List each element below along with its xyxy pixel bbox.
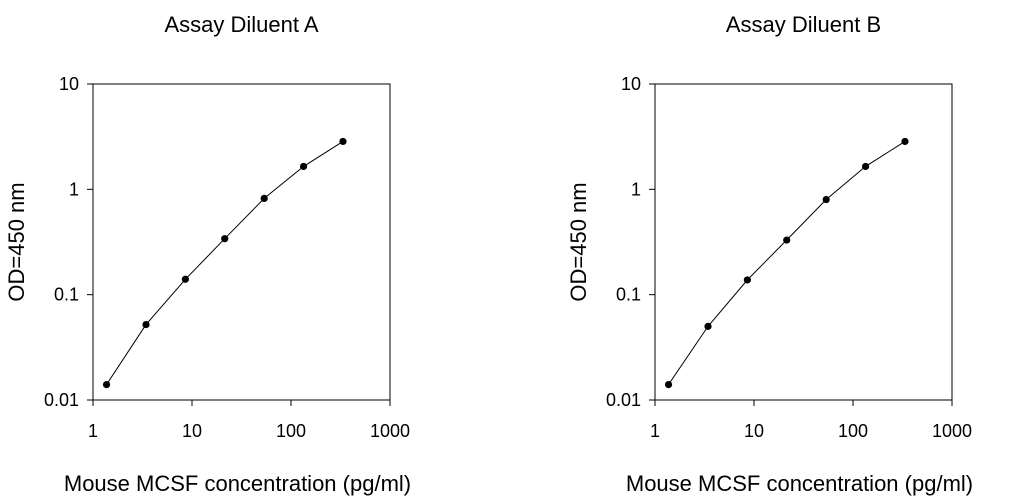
data-point	[102, 381, 111, 389]
y-tick-label: 0.1	[616, 285, 641, 305]
data-point	[339, 137, 347, 146]
data-point	[664, 381, 673, 389]
series-line	[106, 140, 344, 385]
series-line	[668, 140, 906, 385]
x-tick-label: 1000	[370, 421, 410, 441]
data-point	[743, 276, 751, 284]
y-tick-label: 0.01	[606, 390, 641, 410]
data-point	[901, 137, 909, 146]
x-tick-label: 100	[838, 421, 868, 441]
y-tick-label: 10	[621, 74, 641, 94]
y-tick-label: 1	[631, 179, 641, 199]
x-tick-label: 1	[650, 421, 660, 441]
x-tick-label: 10	[182, 421, 202, 441]
x-tick-label: 1000	[932, 421, 972, 441]
x-tick-label: 10	[744, 421, 764, 441]
data-point	[299, 162, 308, 171]
data-point	[221, 235, 229, 243]
data-point	[822, 195, 830, 204]
y-tick-label: 1	[69, 179, 79, 199]
y-axis-label: OD=450 nm	[566, 182, 591, 301]
data-point	[783, 236, 791, 244]
data-point	[142, 320, 150, 329]
x-axis-label: Mouse MCSF concentration (pg/ml)	[626, 471, 973, 496]
x-axis-label: Mouse MCSF concentration (pg/ml)	[64, 471, 411, 496]
y-tick-label: 10	[59, 74, 79, 94]
data-point	[181, 275, 189, 283]
x-tick-label: 100	[276, 421, 306, 441]
chart-panel-2: Assay Diluent B 1 10 100 1000 0.01 0.1 1 10 Mouse…	[566, 12, 973, 496]
chart-panel-1: Assay Diluent A 1 10 100 1000 0.01 0.1 1 10 Mouse…	[4, 12, 411, 496]
chart-title: Assay Diluent A	[164, 12, 318, 37]
data-point	[704, 322, 712, 330]
y-axis-label: OD=450 nm	[4, 182, 29, 301]
chart-title: Assay Diluent B	[726, 12, 881, 37]
plot-area	[92, 83, 391, 401]
data-point	[260, 194, 268, 203]
y-tick-label: 0.1	[54, 285, 79, 305]
data-point	[861, 162, 870, 171]
x-tick-label: 1	[88, 421, 98, 441]
plot-area	[654, 83, 953, 401]
y-tick-label: 0.01	[44, 390, 79, 410]
